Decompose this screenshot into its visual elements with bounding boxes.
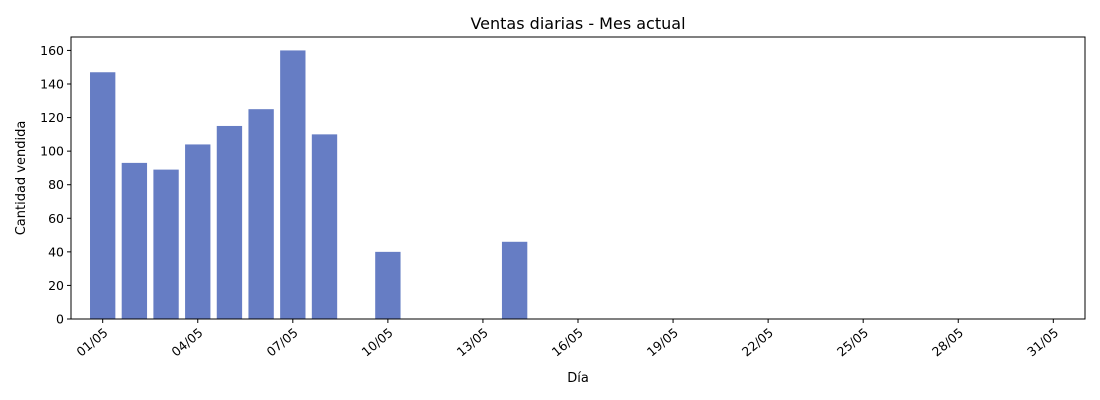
y-tick-label: 20 (48, 278, 64, 293)
y-tick-label: 40 (48, 244, 64, 259)
x-tick-label: 31/05 (1024, 325, 1061, 360)
y-axis-ticks: 0 20 40 60 80 100 120 140 160 (40, 43, 71, 327)
x-tick-label: 01/05 (73, 325, 110, 360)
x-tick-label: 19/05 (644, 325, 681, 360)
x-axis-ticks: 01/05 04/05 07/05 10/05 13/05 16/05 19/05 22/05… (73, 319, 1061, 359)
chart-title: Ventas diarias - Mes actual (470, 14, 685, 33)
x-tick-label: 13/05 (454, 325, 491, 360)
y-tick-label: 60 (48, 211, 64, 226)
bar-03-05 (153, 169, 179, 319)
y-axis-label: Cantidad vendida (14, 121, 29, 236)
bar-05-05 (216, 125, 243, 320)
x-tick-label: 07/05 (263, 325, 300, 360)
x-tick-label: 28/05 (929, 325, 966, 360)
bar-08-05 (311, 134, 338, 319)
bar-07-05 (280, 50, 306, 320)
x-tick-label: 16/05 (549, 325, 586, 360)
y-tick-label: 120 (40, 110, 64, 125)
bar-10-05 (375, 251, 401, 319)
bar-04-05 (185, 144, 211, 319)
plot-frame (70, 36, 1086, 320)
y-tick-label: 80 (48, 177, 64, 192)
y-tick-label: 140 (40, 77, 64, 92)
y-tick-label: 160 (40, 43, 64, 58)
x-tick-label: 10/05 (359, 325, 396, 360)
x-axis-label: Día (567, 371, 589, 386)
bar-02-05 (121, 162, 148, 319)
bars-group (90, 50, 528, 320)
bar-01-05 (90, 72, 116, 319)
y-tick-label: 100 (40, 144, 64, 159)
bar-06-05 (248, 109, 274, 320)
y-tick-label: 0 (56, 312, 64, 327)
x-tick-label: 22/05 (739, 325, 776, 360)
bar-14-05 (501, 241, 528, 319)
x-tick-label: 25/05 (834, 325, 871, 360)
x-tick-label: 04/05 (168, 325, 205, 360)
